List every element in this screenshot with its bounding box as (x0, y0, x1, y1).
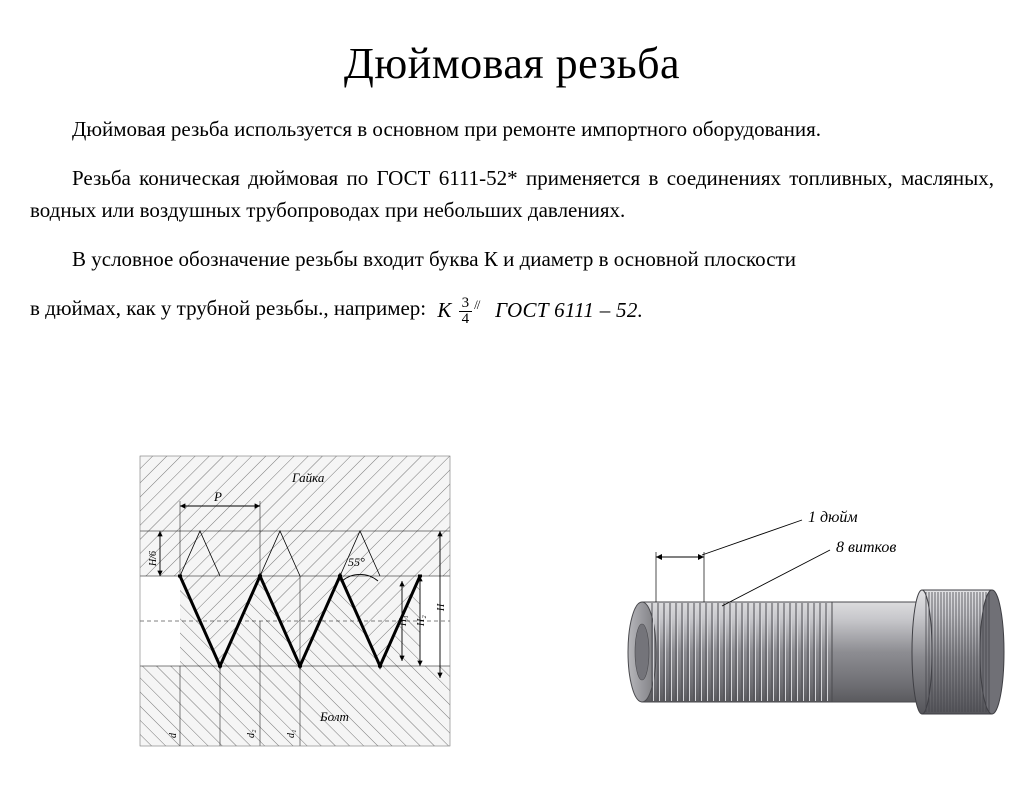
bolt-body (628, 590, 1004, 714)
label-pitch: P (213, 489, 222, 504)
label-d2: d₂ (246, 729, 257, 738)
label-H: H (436, 603, 447, 612)
label-one-inch: 1 дюйм (808, 509, 858, 526)
formula-num: 3 (459, 296, 473, 312)
paragraph-3b: в дюймах, как у трубной резьбы., наприме… (30, 296, 426, 320)
formula-inch-mark: // (474, 297, 479, 312)
label-gaika: Гайка (291, 470, 325, 485)
formula-designation: К 3 4 // ГОСТ 6111 – 52. (437, 293, 643, 329)
label-d1: d₁ (286, 730, 297, 738)
label-eight-turns: 8 витков (836, 539, 896, 556)
label-angle: 55° (348, 555, 365, 569)
label-H2: H₂ (416, 615, 427, 627)
label-H1: H₁ (398, 615, 409, 627)
formula-den: 4 (459, 312, 473, 327)
thread-profile-diagram: P Гайка Болт 55° H H₂ H₁ (120, 446, 460, 761)
formula-K: К (437, 298, 451, 322)
formula-code: 6111 – 52. (554, 298, 643, 322)
bolt-render-diagram: 1 дюйм 8 витков (592, 482, 1012, 737)
label-H6: H/6 (148, 551, 159, 567)
paragraph-1: Дюймовая резьба используется в основном … (30, 113, 994, 146)
formula-gost: ГОСТ (495, 298, 549, 322)
formula-fraction: 3 4 (459, 296, 473, 327)
label-bolt: Болт (319, 709, 349, 724)
paragraph-2: Резьба коническая дюймовая по ГОСТ 6111-… (30, 162, 994, 227)
paragraph-3a: В условное обозначение резьбы входит бук… (30, 243, 994, 276)
page-title: Дюймовая резьба (0, 38, 1024, 89)
